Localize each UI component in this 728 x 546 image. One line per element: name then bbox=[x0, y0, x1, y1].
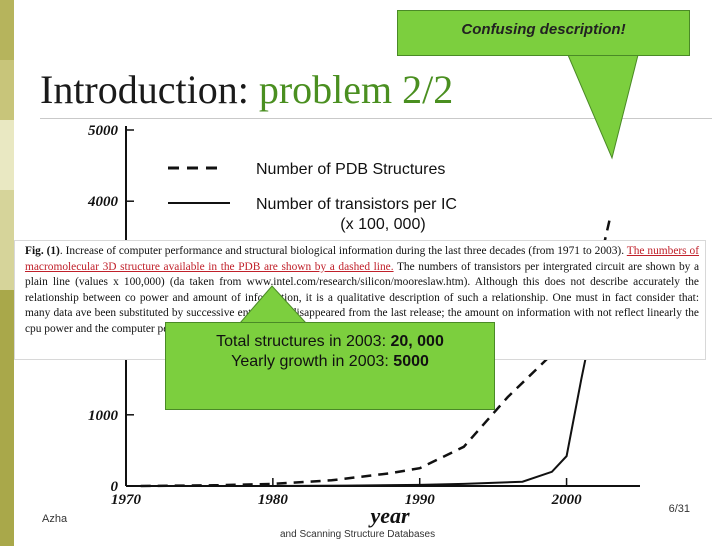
left-accent-stripe bbox=[0, 0, 14, 546]
confusing-description-callout: Confusing description! bbox=[397, 10, 690, 56]
legend: Number of PDB Structures Number of trans… bbox=[168, 161, 457, 233]
stripe-block bbox=[0, 0, 14, 60]
callout-growth-label: Yearly growth in 2003: bbox=[231, 353, 394, 370]
stripe-block bbox=[0, 290, 14, 546]
callout-top-text: Confusing description! bbox=[461, 21, 626, 38]
callout-growth-value: 5000 bbox=[393, 353, 429, 370]
legend-dashed-label: Number of PDB Structures bbox=[256, 161, 445, 178]
structures-callout: Total structures in 2003: 20, 000 Yearly… bbox=[165, 322, 495, 410]
callout-line-growth: Yearly growth in 2003: 5000 bbox=[166, 353, 494, 371]
stripe-block bbox=[0, 60, 14, 120]
title-prefix: Introduction: bbox=[40, 67, 249, 112]
x-ticks: 1970 1980 1990 2000 bbox=[111, 478, 582, 508]
series-pdb-structures bbox=[140, 215, 612, 488]
footer-title-text: and Scanning Structure Databases bbox=[280, 529, 436, 540]
callout-total-label: Total structures in 2003: bbox=[216, 333, 391, 350]
page-number: 6/31 bbox=[668, 503, 690, 515]
caption-label: Fig. (1) bbox=[25, 245, 60, 257]
x-tick-label: 1980 bbox=[258, 492, 289, 508]
caption-text: ave been substituted by successive entri… bbox=[75, 307, 594, 320]
caption-text: The numbers of transistors per intergrat… bbox=[25, 260, 699, 289]
callout-line-total: Total structures in 2003: 20, 000 bbox=[166, 333, 494, 351]
footer-title: and Scanning Structure Databases bbox=[280, 526, 480, 540]
title-divider bbox=[40, 118, 712, 119]
legend-solid-label-line2: (x 100, 000) bbox=[340, 216, 425, 233]
slide-title: Introduction: problem 2/2 bbox=[40, 66, 453, 113]
y-tick-label: 1000 bbox=[88, 408, 119, 424]
x-axis-label: year bbox=[367, 503, 410, 528]
caption-highlight: The numbers of macromolecular 3D structu… bbox=[25, 245, 700, 273]
callout-total-value: 20, 000 bbox=[390, 333, 444, 350]
y-tick-label: 5000 bbox=[88, 123, 119, 139]
stripe-block bbox=[0, 120, 14, 190]
legend-solid-label-line1: Number of transistors per IC bbox=[256, 196, 457, 213]
caption-text: . Increase of computer performance and s… bbox=[59, 245, 625, 257]
footer-author: Azha bbox=[42, 513, 68, 525]
y-tick-label: 0 bbox=[111, 479, 119, 495]
title-accent: problem 2/2 bbox=[258, 67, 454, 112]
caption-text: a taken from www.intel.com/research/sili… bbox=[25, 276, 699, 304]
x-tick-label: 1970 bbox=[111, 492, 142, 508]
y-tick-label: 4000 bbox=[87, 194, 119, 210]
x-tick-label: 1990 bbox=[405, 492, 436, 508]
stripe-block bbox=[0, 190, 14, 290]
x-tick-label: 2000 bbox=[551, 492, 583, 508]
